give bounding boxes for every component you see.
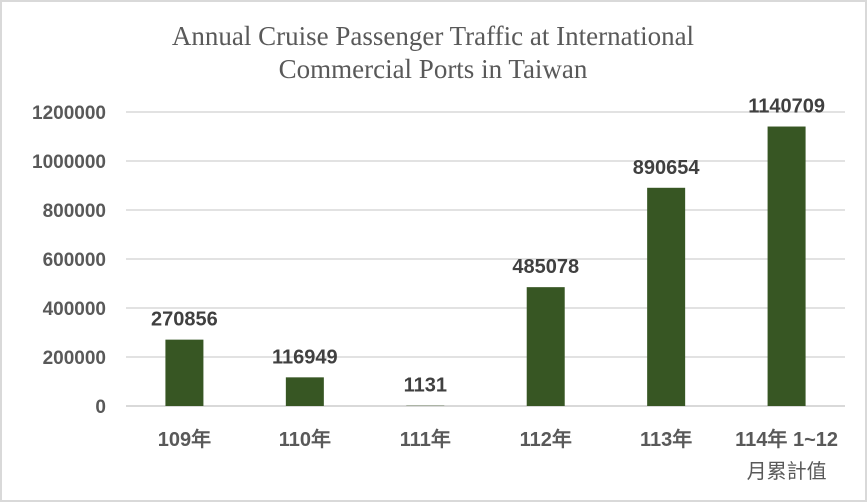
bar bbox=[285, 377, 324, 406]
bar bbox=[767, 126, 806, 406]
bar bbox=[647, 187, 686, 406]
data-label: 485078 bbox=[512, 256, 579, 278]
x-tick-label: 110年 bbox=[279, 427, 331, 451]
y-tick-label: 800000 bbox=[43, 201, 106, 222]
data-label: 270856 bbox=[151, 309, 218, 331]
y-tick-label: 1000000 bbox=[32, 152, 106, 173]
y-tick-label: 200000 bbox=[43, 348, 106, 369]
y-tick-label: 0 bbox=[95, 397, 106, 418]
x-tick-label: 109年 bbox=[158, 427, 211, 451]
data-label: 890654 bbox=[633, 157, 701, 179]
data-label: 1131 bbox=[404, 375, 447, 397]
data-label: 116949 bbox=[272, 346, 338, 368]
chart-title-line-2: Commercial Ports in Taiwan bbox=[279, 54, 588, 84]
x-tick-label: 月累計值 bbox=[747, 459, 827, 483]
x-tick-label: 112年 bbox=[520, 427, 572, 451]
x-tick-label: 114年 1~12 bbox=[735, 427, 838, 451]
bar bbox=[526, 287, 565, 406]
x-tick-label: 111年 bbox=[400, 427, 451, 451]
y-tick-label: 400000 bbox=[43, 299, 106, 320]
x-tick-label: 113年 bbox=[640, 427, 692, 451]
chart-title-line-1: Annual Cruise Passenger Traffic at Inter… bbox=[172, 21, 694, 51]
y-tick-label: 1200000 bbox=[32, 103, 106, 124]
data-label: 1140709 bbox=[748, 96, 825, 118]
bar bbox=[165, 339, 204, 406]
y-tick-label: 600000 bbox=[43, 250, 106, 271]
